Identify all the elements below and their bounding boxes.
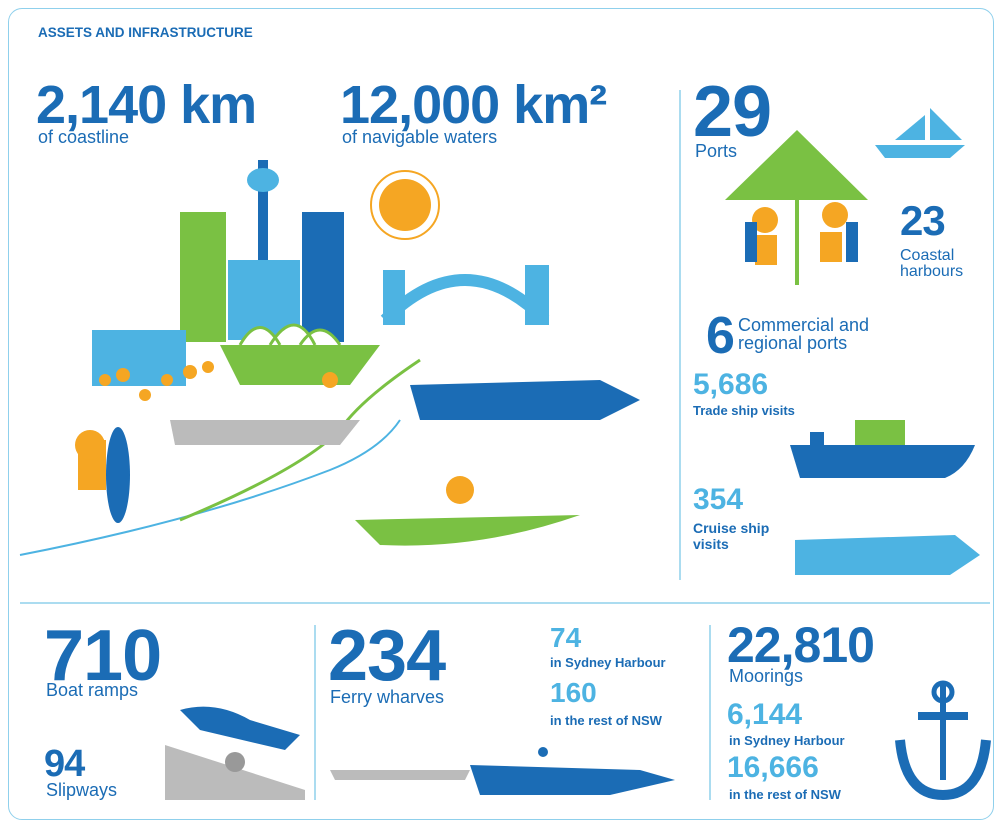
stat-value: 710	[44, 616, 162, 696]
stat-value: 12,000 km²	[340, 75, 607, 135]
ports-scene	[725, 108, 980, 575]
stat-label: Ferry wharves	[330, 687, 445, 707]
stat-value: 5,686	[693, 368, 769, 401]
frame	[8, 8, 994, 820]
stat-value: 6,144	[727, 698, 803, 731]
stat-label: Slipways	[46, 780, 118, 800]
stat-value: 6	[706, 307, 735, 365]
stat-label: Ports	[695, 141, 738, 161]
stat-value: 23	[900, 197, 946, 244]
stat-value: 160	[550, 677, 597, 708]
stat-value: 74	[550, 622, 582, 653]
stat-label: of coastline	[38, 127, 130, 147]
stat-value: 354	[693, 483, 744, 516]
dividers	[20, 90, 990, 800]
city-scene	[19, 160, 640, 556]
stat-label: Coastal harbours	[900, 247, 964, 280]
stat-label: in the rest of NSW	[550, 713, 662, 728]
stat-label: Commercial and regional ports	[738, 315, 870, 353]
stat-label: Trade ship visits	[693, 403, 795, 418]
title: ASSETS AND INFRASTRUCTURE	[38, 25, 253, 40]
stat-value: 16,666	[727, 751, 819, 784]
stat-value: 29	[693, 72, 772, 152]
stat-label: of navigable waters	[342, 127, 498, 147]
stat-value: 234	[328, 616, 446, 696]
stat-label: Moorings	[729, 666, 804, 686]
stat-value: 2,140 km	[36, 75, 257, 135]
stat-label: in the rest of NSW	[729, 787, 841, 802]
stat-label: Boat ramps	[46, 680, 139, 700]
stat-label: in Sydney Harbour	[550, 655, 666, 670]
stat-label: in Sydney Harbour	[729, 733, 845, 748]
stat-value: 22,810	[727, 617, 875, 673]
stat-value: 94	[44, 743, 85, 785]
stat-label: Cruise ship visits	[693, 520, 770, 553]
bottom-scenes	[165, 680, 991, 801]
